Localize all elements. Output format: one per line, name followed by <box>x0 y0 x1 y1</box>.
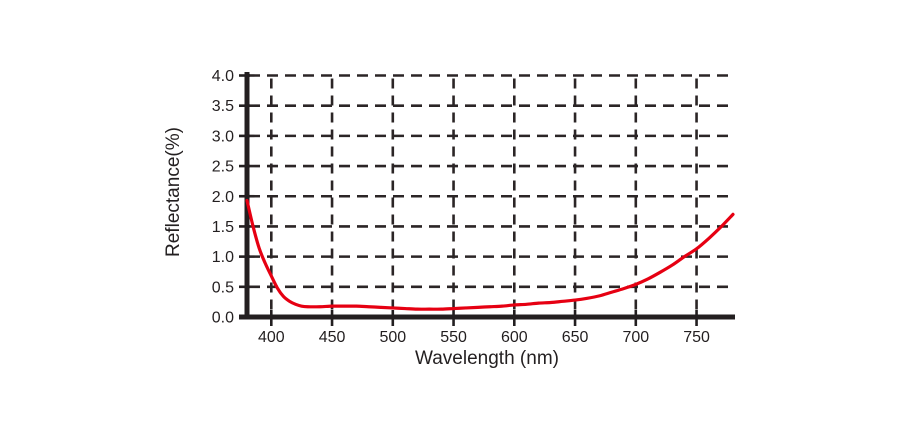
y-tick-label: 1.0 <box>212 249 234 266</box>
tick-label-layer: 0.0 0.5 1.0 1.5 2.0 2.5 3.0 3.5 4.0 400 450 500 550 6… <box>212 68 710 346</box>
y-tick-label: 2.0 <box>212 189 234 206</box>
series-layer <box>245 198 735 311</box>
x-tick-label: 400 <box>258 329 285 346</box>
x-axis-title: Wavelength (nm) <box>415 348 559 369</box>
x-tick-label: 450 <box>319 329 346 346</box>
y-tick-label: 0.5 <box>212 279 234 296</box>
grid-layer <box>249 74 734 315</box>
x-tick-label: 650 <box>562 329 589 346</box>
y-tick-label: 1.5 <box>212 219 234 236</box>
x-tick-label: 500 <box>379 329 406 346</box>
y-tick-label: 2.5 <box>212 159 234 176</box>
x-tick-label: 700 <box>622 329 649 346</box>
x-tick-label: 750 <box>683 329 710 346</box>
y-tick-label: 4.0 <box>212 68 234 85</box>
y-tick-label: 3.0 <box>212 128 234 145</box>
y-axis-title: Reflectance(%) <box>163 127 184 257</box>
reflectance-curve <box>245 198 735 311</box>
y-tick-label: 3.5 <box>212 98 234 115</box>
x-tick-label: 600 <box>501 329 528 346</box>
y-tick-label: 0.0 <box>212 310 234 327</box>
x-tick-label: 550 <box>440 329 467 346</box>
axis-layer <box>239 72 735 326</box>
